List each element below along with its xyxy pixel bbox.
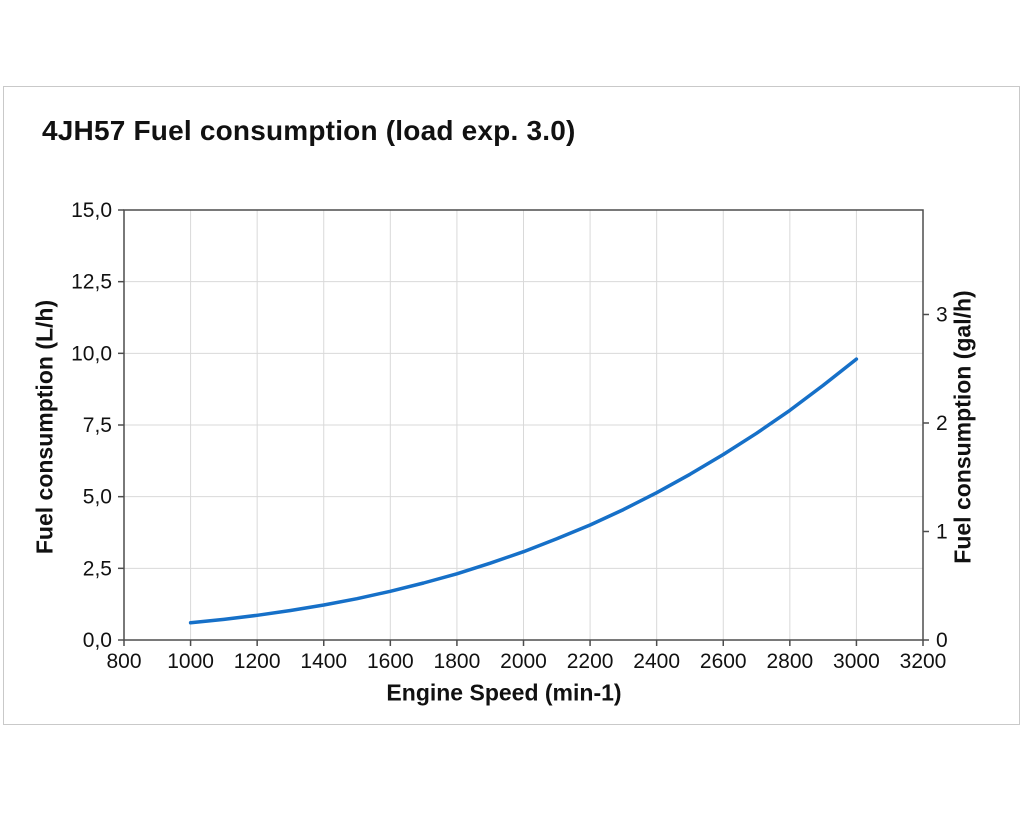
x-tick-label: 1400 [300, 650, 347, 673]
y-axis-left-title: Fuel consumption (L/h) [31, 299, 58, 555]
y-left-tick-label: 10,0 [71, 342, 112, 365]
x-tick-label: 2800 [766, 650, 813, 673]
y-right-tick-label: 2 [936, 412, 948, 435]
y-right-tick-label: 0 [936, 629, 948, 652]
x-axis-title: Engine Speed (min-1) [386, 679, 622, 706]
x-tick-label: 3200 [900, 650, 947, 673]
x-tick-label: 800 [106, 650, 141, 673]
x-tick-label: 2400 [633, 650, 680, 673]
y-right-tick-label: 1 [936, 520, 948, 543]
y-axis-right-title: Fuel consumption (gal/h) [949, 290, 976, 564]
y-left-tick-label: 12,5 [71, 271, 112, 294]
y-left-tick-label: 15,0 [71, 199, 112, 222]
y-right-tick-label: 3 [936, 303, 948, 326]
x-tick-label: 3000 [833, 650, 880, 673]
x-tick-label: 1000 [167, 650, 214, 673]
x-tick-label: 2600 [700, 650, 747, 673]
x-tick-label: 1200 [234, 650, 281, 673]
fuel-consumption-chart: 800 1000 1200 1400 1600 1800 2000 2200 2400 2600 2… [71, 199, 948, 673]
x-tick-label: 1600 [367, 650, 414, 673]
x-tick-label: 1800 [434, 650, 481, 673]
y-left-tick-label: 0,0 [83, 629, 112, 652]
x-tick-label: 2200 [567, 650, 614, 673]
fuel-consumption-curve [188, 357, 859, 625]
chart-title: 4JH57 Fuel consumption (load exp. 3.0) [42, 115, 576, 146]
y-left-tick-label: 5,0 [83, 486, 112, 509]
x-tick-label: 2000 [500, 650, 547, 673]
chart-panel: 4JH57 Fuel consumption (load exp. 3.0) 8… [3, 86, 1020, 725]
y-left-tick-label: 2,5 [83, 557, 112, 580]
y-left-tick-label: 7,5 [83, 414, 112, 437]
